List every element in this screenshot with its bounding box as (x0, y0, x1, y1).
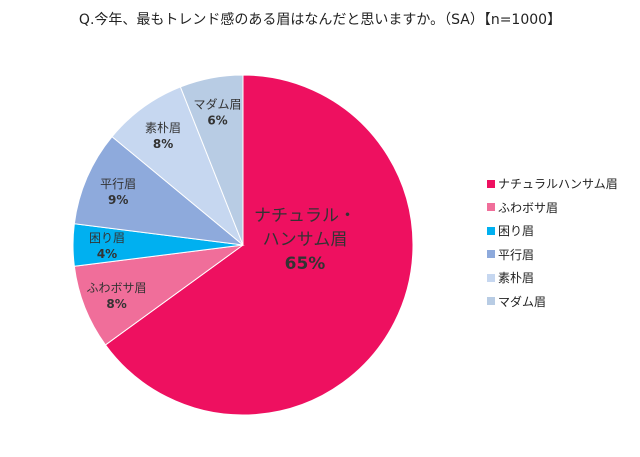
legend-item: マダム眉 (487, 290, 618, 314)
pie-slice (179, 74, 244, 246)
slice-label: ふわボサ眉 8% (87, 281, 147, 311)
legend-item: 困り眉 (487, 219, 618, 243)
slice-value: 65% (285, 254, 326, 274)
slice-label: マダム眉 6% (194, 96, 242, 127)
slice-name: ナチュラル・ (254, 206, 356, 226)
slice-value: 4% (97, 247, 117, 261)
legend-label: マダム眉 (498, 294, 547, 309)
pie-slice (104, 74, 414, 416)
legend-swatch (487, 226, 495, 235)
legend-label: ナチュラルハンサム眉 (498, 177, 618, 192)
slice-label: ナチュラル・ハンサム眉 65% (254, 206, 356, 274)
pie-slice (73, 135, 245, 246)
legend-swatch (487, 250, 495, 259)
legend-label: 素朴眉 (498, 271, 535, 286)
slice-label: 素朴眉 8% (145, 120, 181, 151)
legend-item: 平行眉 (487, 243, 618, 267)
legend-item: ナチュラルハンサム眉 (487, 172, 618, 196)
slice-name: 素朴眉 (145, 120, 181, 135)
slice-name: ふわボサ眉 (87, 281, 147, 295)
legend-label: 困り眉 (498, 224, 535, 239)
slice-value: 9% (108, 193, 128, 207)
legend-swatch (487, 273, 495, 282)
legend-item: ふわボサ眉 (487, 196, 618, 220)
slice-name: マダム眉 (194, 96, 242, 111)
slice-value: 8% (153, 137, 173, 151)
legend-swatch (487, 203, 495, 212)
slice-value: 8% (106, 297, 126, 311)
legend-swatch (487, 179, 495, 188)
legend-item: 素朴眉 (487, 266, 618, 290)
slice-label: 平行眉 9% (100, 177, 136, 207)
slice-name: 困り眉 (89, 231, 125, 245)
legend: ナチュラルハンサム眉 ふわボサ眉困り眉平行眉素朴眉マダム眉 (487, 172, 618, 313)
slice-label: 困り眉 4% (89, 231, 125, 261)
legend-swatch (487, 297, 495, 306)
slice-name: ハンサム眉 (263, 230, 348, 250)
legend-label: 平行眉 (498, 247, 535, 262)
slice-value: 6% (207, 113, 227, 127)
chart-title: Q.今年、最もトレンド感のある眉はなんだと思いますか。（SA）【n=1000】 (78, 12, 562, 28)
legend-label: ふわボサ眉 (498, 200, 559, 215)
slice-name: 平行眉 (100, 177, 136, 191)
